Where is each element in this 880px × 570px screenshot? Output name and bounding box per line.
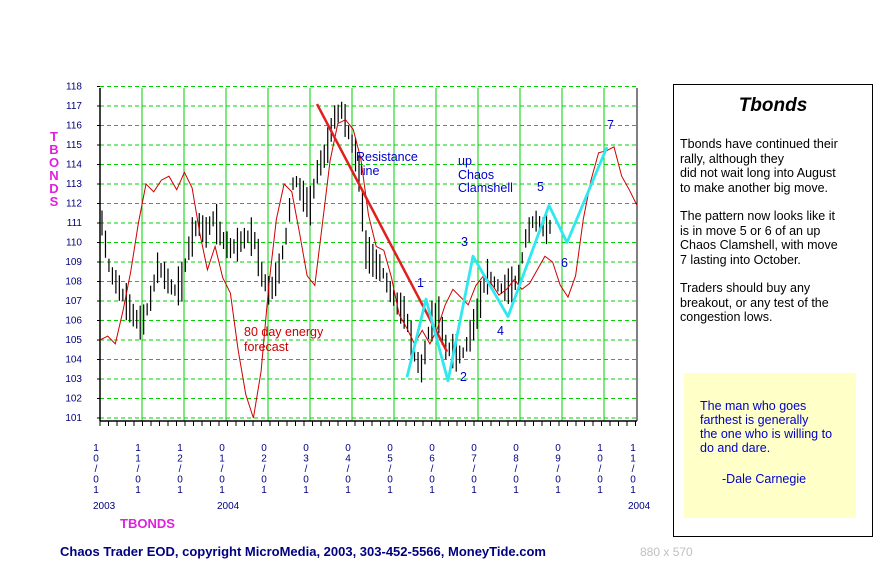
commentary-line: congestion lows. xyxy=(680,310,773,324)
commentary-line: The pattern now looks like it xyxy=(680,209,835,223)
dimensions-label: 880 x 570 xyxy=(640,545,693,559)
chart-annotation: 4 xyxy=(497,324,504,338)
y-tick-label: 102 xyxy=(65,394,82,405)
y-axis-label-letter: D xyxy=(49,181,59,196)
y-tick-label: 111 xyxy=(67,218,83,229)
y-tick-label: 114 xyxy=(66,160,82,171)
chart-annotation: Clamshell xyxy=(458,181,513,195)
y-axis-label-letter: S xyxy=(49,194,59,209)
price-bars xyxy=(101,101,551,383)
x-tick-label: 0 9/0 1 xyxy=(555,443,561,496)
y-tick-label: 103 xyxy=(65,374,82,385)
x-tick-label: 0 3/0 1 xyxy=(303,443,309,496)
y-tick-label: 107 xyxy=(65,296,82,307)
x-tick-label: 1 1/0 1 xyxy=(135,443,141,496)
commentary-paragraph-1: Tbonds have continued their rally, altho… xyxy=(680,137,870,195)
commentary-line: Traders should buy any xyxy=(680,281,811,295)
y-tick-label: 109 xyxy=(65,257,82,268)
quote-line: The man who goes xyxy=(700,399,807,413)
chart-annotation: Chaos xyxy=(458,168,494,182)
year-label-right: 2004 xyxy=(628,501,651,512)
x-tick-label: 0 6/0 1 xyxy=(429,443,435,496)
y-tick-label: 110 xyxy=(66,238,82,249)
chart-annotation: Resistance xyxy=(356,150,418,164)
clamshell-line xyxy=(405,146,609,383)
quote-author: -Dale Carnegie xyxy=(722,472,807,486)
y-tick-label: 115 xyxy=(66,140,82,151)
chart-annotation: 2 xyxy=(460,370,467,384)
grid-lines xyxy=(99,86,638,422)
chart-area: 101 102 103 104 105 106 107 108 109 110 111 112 113 1… xyxy=(65,82,638,496)
x-tick-label: 0 2/0 1 xyxy=(261,443,267,496)
y-tick-label: 113 xyxy=(66,179,82,190)
commentary-line: breakout, or any test of the xyxy=(680,295,829,310)
year-label-mid: 2004 xyxy=(217,501,240,512)
commentary-line: rally, although they xyxy=(680,151,784,166)
commentary-line: Tbonds have continued their xyxy=(680,137,838,151)
y-axis-label-letter: B xyxy=(49,142,59,157)
quote-box: The man who goes farthest is generally t… xyxy=(684,373,856,518)
x-tick-label: 0 8/0 1 xyxy=(513,443,519,496)
x-tick-label: 0 1/0 1 xyxy=(219,443,225,496)
x-axis-ticks: 1 0/0 1 1 1/0 1 1 2/0 1 0 1/0 1 0 2/0 1 0 3/0 1 0 4/0 1 0 5/0 1… xyxy=(93,421,636,496)
energy-forecast-line xyxy=(99,119,638,419)
x-tick-label: 1 0/0 1 xyxy=(93,443,99,496)
x-tick-label: 0 5/0 1 xyxy=(387,443,393,496)
chart-annotation: 7 xyxy=(607,118,614,132)
y-tick-label: 106 xyxy=(65,316,82,327)
forecast-line xyxy=(99,119,638,419)
y-tick-label: 108 xyxy=(65,277,82,288)
panel-title: Tbonds xyxy=(738,95,808,116)
trend-lines xyxy=(315,103,609,383)
commentary-line: did not wait long into August xyxy=(680,166,836,180)
x-tick-label: 1 0/0 1 xyxy=(597,443,603,496)
commentary-line: 7 lasting into October. xyxy=(680,252,801,267)
commentary-paragraph-3: Traders should buy any breakout, or any … xyxy=(680,281,870,325)
y-axis-label-letter: T xyxy=(50,129,58,144)
y-tick-label: 117 xyxy=(66,101,82,112)
commentary-paragraph-2: The pattern now looks like it is in move… xyxy=(680,209,870,267)
quote-line: do and dare. xyxy=(700,441,771,455)
x-tick-label: 0 7/0 1 xyxy=(471,443,477,496)
chart-annotation: up xyxy=(458,154,472,168)
commentary-line: is in move 5 or 6 of an up xyxy=(680,223,821,238)
y-tick-label: 101 xyxy=(65,413,82,424)
commentary-line: to make another big move. xyxy=(680,180,828,195)
quote-line: farthest is generally xyxy=(700,413,809,427)
x-tick-label: 0 4/0 1 xyxy=(345,443,351,496)
chart-annotation: 3 xyxy=(461,235,468,249)
y-tick-label: 118 xyxy=(66,82,82,93)
panel-commentary: Tbonds have continued their rally, altho… xyxy=(680,137,870,339)
y-axis-label-letter: N xyxy=(49,168,59,183)
y-tick-label: 112 xyxy=(66,199,82,210)
year-label-left: 2003 xyxy=(93,501,116,512)
quote-line: the one who is willing to xyxy=(700,427,833,441)
y-axis-ticks: 101 102 103 104 105 106 107 108 109 110 111 112 113 1… xyxy=(65,82,100,424)
x-tick-label: 1 2/0 1 xyxy=(177,443,183,496)
y-tick-label: 105 xyxy=(65,335,82,346)
chart-annotation: forecast xyxy=(244,340,289,354)
chart-annotation: 1 xyxy=(417,276,424,290)
y-axis-label-letter: O xyxy=(48,155,60,170)
chart-annotation: 5 xyxy=(537,180,544,194)
resistance-line xyxy=(315,103,449,353)
chart-annotation: 80 day energy xyxy=(244,325,324,339)
y-tick-label: 116 xyxy=(66,121,82,132)
instrument-label: TBONDS xyxy=(120,516,175,531)
y-tick-label: 104 xyxy=(65,355,82,366)
chart-annotation: 6 xyxy=(561,256,568,270)
quote-text: The man who goes farthest is generally t… xyxy=(700,399,850,455)
commentary-line: Chaos Clamshell, with move xyxy=(680,238,838,252)
chart-annotation: line xyxy=(360,164,380,178)
commentary-panel: Tbonds Tbonds have continued their rally… xyxy=(673,84,873,537)
copyright-footer: Chaos Trader EOD, copyright MicroMedia, … xyxy=(60,544,546,559)
x-tick-label: 1 1/0 1 xyxy=(630,443,636,496)
